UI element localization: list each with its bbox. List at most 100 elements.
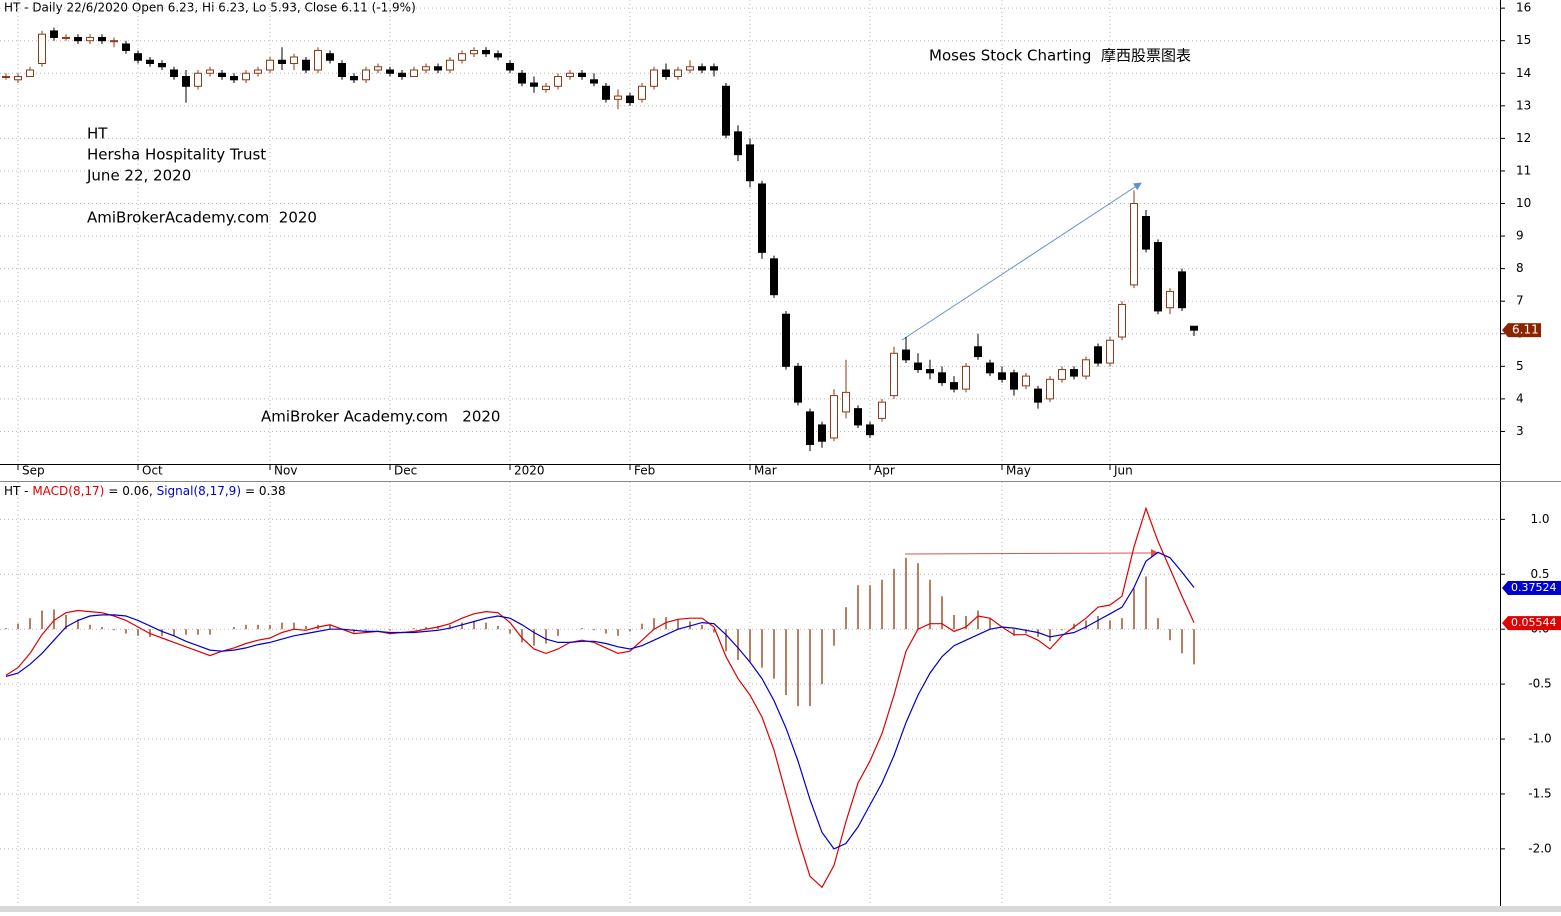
y-tick-label: 3	[1516, 424, 1524, 438]
y-tick-label: 15	[1516, 33, 1531, 47]
candle-body	[290, 56, 298, 64]
candle-body	[830, 395, 838, 439]
candle-body	[170, 69, 178, 78]
y-tick-label: 11	[1516, 163, 1531, 177]
candle-body	[338, 62, 346, 78]
x-tick-label: Nov	[274, 464, 297, 478]
last-price-label: 6.11	[1512, 323, 1539, 337]
candle-body	[398, 72, 406, 78]
indicator-prefix: HT -	[4, 484, 32, 498]
candle-body	[74, 36, 82, 42]
y-tick-label: -0.5	[1528, 677, 1551, 691]
value-badge-label: 0.37524	[1511, 581, 1557, 594]
candle-body	[722, 85, 730, 136]
candle-body	[650, 69, 658, 87]
candle-body	[110, 40, 118, 43]
candle-body	[1046, 378, 1054, 400]
candle-body	[794, 365, 802, 403]
candle-body	[578, 72, 586, 78]
y-tick-label: 5	[1516, 359, 1524, 373]
annotation: AmiBrokerAcademy.com 2020	[87, 209, 317, 227]
y-tick-label: -2.0	[1528, 841, 1551, 855]
candle-body	[818, 424, 826, 442]
candle-body	[1094, 346, 1102, 364]
candle-body	[434, 66, 442, 71]
candle-body	[242, 72, 250, 81]
candle-body	[902, 349, 910, 361]
candle-body	[698, 66, 706, 71]
indicator-title: HT - MACD(8,17) = 0.06, Signal(8,17,9) = 0…	[4, 484, 289, 498]
candle-body	[122, 43, 130, 51]
candle-body	[266, 59, 274, 71]
sheet-tabs	[0, 906, 1561, 912]
y-tick-label: 4	[1516, 391, 1524, 405]
candle-body	[206, 69, 214, 74]
annotation: AmiBroker Academy.com 2020	[261, 408, 500, 426]
candle-body	[146, 59, 154, 64]
last-price-badge	[1508, 323, 1541, 338]
series-line	[5, 551, 1195, 850]
candle-body	[278, 59, 286, 64]
candle-body	[362, 69, 370, 81]
x-tick-label: Feb	[634, 464, 655, 478]
candle-body	[230, 76, 238, 81]
candle-body	[2, 76, 10, 79]
candle-body	[806, 411, 814, 445]
candle-body	[98, 36, 106, 42]
candle-body	[218, 72, 226, 78]
candle-body	[962, 365, 970, 390]
annotation: HT	[87, 125, 108, 143]
value-badge-pointer	[1502, 616, 1508, 631]
candle-body	[770, 258, 778, 296]
candle-body	[710, 66, 718, 71]
candle-body	[1022, 375, 1030, 387]
value-badge	[1508, 616, 1561, 631]
candle-body	[494, 53, 502, 58]
chart-title: HT - Daily 22/6/2020 Open 6.23, Hi 6.23,…	[4, 1, 416, 15]
candle-body	[662, 69, 670, 78]
legend-readout: = 0.38	[245, 484, 286, 498]
candle-body	[878, 401, 886, 419]
y-tick-label: 13	[1516, 98, 1531, 112]
candle-body	[1178, 271, 1186, 309]
candle-body	[974, 346, 982, 358]
value-badge-label: 0.05544	[1511, 616, 1557, 629]
candle-body	[422, 66, 430, 71]
candle-body	[602, 85, 610, 100]
x-tick-label: Mar	[754, 464, 777, 478]
candle-body	[506, 62, 514, 71]
candle-body	[986, 362, 994, 374]
candle-body	[1166, 290, 1174, 309]
candle-body	[590, 79, 598, 84]
value-badge-pointer	[1502, 580, 1508, 595]
candle-body	[458, 53, 466, 61]
y-tick-label: 7	[1516, 294, 1524, 308]
candle-body	[866, 424, 874, 436]
candle-body	[950, 382, 958, 390]
candle-body	[542, 85, 550, 91]
candle-body	[842, 391, 850, 413]
x-tick-label: Sep	[22, 464, 45, 478]
y-tick-label: 12	[1516, 131, 1531, 145]
x-tick-label: Oct	[142, 464, 163, 478]
candle-body	[614, 95, 622, 100]
candle-body	[554, 76, 562, 87]
candle-body	[998, 372, 1006, 380]
candle-body	[854, 408, 862, 426]
candle-body	[350, 76, 358, 81]
x-tick-label: May	[1006, 464, 1031, 478]
y-tick-label: 9	[1516, 229, 1524, 243]
candle-body	[518, 72, 526, 84]
candle-body	[50, 30, 58, 38]
candle-body	[86, 36, 94, 42]
candle-body	[374, 66, 382, 71]
candle-body	[254, 69, 262, 74]
candle-body	[566, 72, 574, 78]
candle-body	[1190, 325, 1198, 331]
candle-body	[890, 352, 898, 397]
candle-body	[758, 183, 766, 253]
candle-body	[482, 49, 490, 55]
